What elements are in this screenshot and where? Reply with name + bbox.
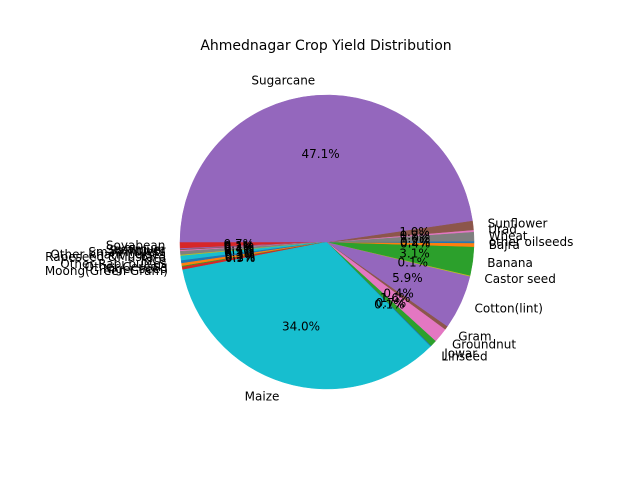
- slice-percent-label: 47.1%: [302, 147, 340, 161]
- slice-percent-label: 0.3%: [224, 247, 255, 261]
- slice-category-label: other oilseeds: [489, 235, 574, 249]
- slice-category-label: Urad: [488, 223, 517, 237]
- slice-category-label: Cotton(lint): [475, 301, 543, 315]
- slice-category-label: Soyabean: [106, 239, 165, 253]
- slice-percent-label: 3.1%: [399, 247, 430, 261]
- slice-percent-label: 0.5%: [224, 245, 255, 259]
- slice-category-label: Other Kharif pulses: [50, 247, 165, 261]
- slice-percent-label: 0.4%: [383, 287, 414, 301]
- pie-slice: [179, 94, 473, 243]
- slice-category-label: Other Cereals: [85, 260, 168, 274]
- slice-category-label: Gram: [458, 329, 491, 343]
- slice-percent-label: 0.1%: [224, 240, 255, 254]
- slice-category-label: Rice: [141, 253, 167, 267]
- slice-percent-label: 1.0%: [400, 232, 431, 246]
- slice-percent-label: 1.6%: [380, 291, 411, 305]
- slice-percent-label: 0.2%: [400, 228, 431, 242]
- slice-percent-label: 5.9%: [392, 271, 423, 285]
- slice-category-label: Linseed: [441, 349, 487, 363]
- slice-percent-label: 0.1%: [224, 240, 255, 254]
- slice-percent-label: 0.7%: [376, 296, 407, 310]
- slice-category-label: Maize: [245, 390, 280, 404]
- slice-category-label: Small millets: [88, 245, 165, 259]
- slice-percent-label: 0.3%: [225, 249, 256, 263]
- chart-title: Ahmednagar Crop Yield Distribution: [200, 38, 451, 54]
- slices-layer: [179, 94, 475, 390]
- slice-percent-label: 34.0%: [282, 319, 320, 333]
- slice-category-label: Sugarcane: [251, 74, 315, 88]
- slice-category-label: Jowar: [443, 346, 477, 360]
- slice-category-label: Groundnut: [452, 338, 516, 352]
- slice-percent-label: 0.1%: [224, 243, 255, 257]
- percent-labels-layer: 0.7%0.1%0.1%0.1%0.4%0.1%0.5%0.3%0.3%0.1%…: [224, 147, 431, 333]
- slice-percent-label: 0.1%: [224, 239, 255, 253]
- slice-category-label: Bajra: [489, 238, 520, 252]
- slice-category-label: Wheat: [489, 229, 528, 243]
- slice-percent-label: 0.3%: [225, 251, 256, 265]
- slice-category-label: Niger seed: [103, 262, 168, 276]
- slice-percent-label: 0.1%: [398, 255, 429, 269]
- pie-slice: [182, 241, 431, 390]
- slice-category-label: Banana: [487, 256, 533, 270]
- slice-category-label: Sunflower: [488, 217, 548, 231]
- slice-percent-label: 0.7%: [224, 237, 255, 251]
- slice-category-label: Other Rabi pulses: [60, 257, 167, 271]
- slice-category-label: Castor seed: [484, 272, 555, 286]
- slice-category-label: Moong(Green Gram): [45, 264, 168, 278]
- slice-percent-label: 0.1%: [225, 250, 256, 264]
- slice-percent-label: 0.1%: [374, 297, 405, 311]
- slice-category-label: Rapeseed &Mustard: [45, 250, 166, 264]
- slice-percent-label: 0.4%: [224, 242, 255, 256]
- slice-percent-label: 0.4%: [400, 237, 431, 251]
- slice-percent-label: 1.0%: [399, 225, 430, 239]
- slice-category-label: Sesamum: [106, 243, 166, 257]
- slice-category-label: Safflower: [109, 244, 165, 258]
- slice-percent-label: 0.2%: [400, 235, 431, 249]
